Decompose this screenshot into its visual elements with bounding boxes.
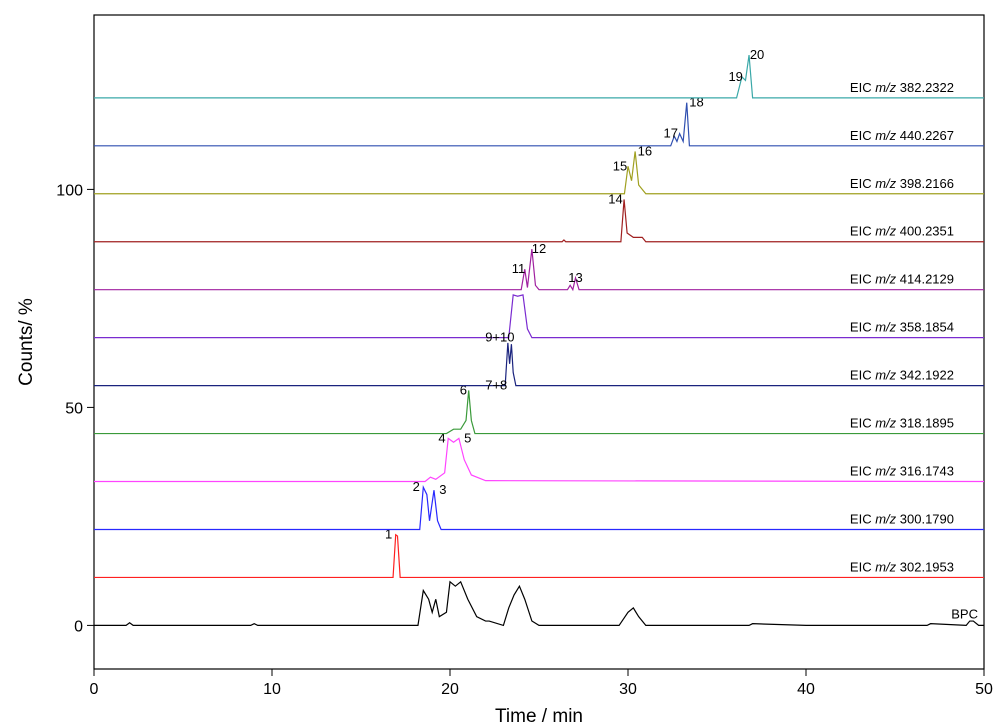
peak-label: 19 <box>728 69 742 84</box>
peak-label: 5 <box>464 430 471 445</box>
trace-label: BPC <box>951 606 978 621</box>
peak-label: 1 <box>385 527 392 542</box>
y-tick-label: 0 <box>74 618 83 635</box>
peak-label: 15 <box>613 158 627 173</box>
x-tick-label: 50 <box>975 681 993 698</box>
trace <box>94 484 984 531</box>
trace-label: EIC m/z 358.1854 <box>850 320 954 335</box>
trace-label: EIC m/z 400.2351 <box>850 224 954 239</box>
peak-label: 20 <box>750 47 764 62</box>
trace <box>94 151 984 195</box>
peak-label: 7+8 <box>485 378 507 393</box>
x-axis-label: Time / min <box>495 706 583 727</box>
trace-label: EIC m/z 414.2129 <box>850 272 954 287</box>
peak-label: 4 <box>438 430 445 445</box>
trace <box>94 102 984 147</box>
trace <box>94 390 984 435</box>
peak-label: 9+10 <box>485 330 514 345</box>
trace-label: EIC m/z 318.1895 <box>850 416 954 431</box>
x-tick-label: 20 <box>441 681 459 698</box>
trace-label: EIC m/z 316.1743 <box>850 464 954 479</box>
x-tick-label: 40 <box>797 681 815 698</box>
trace <box>94 55 984 99</box>
peak-label: 13 <box>568 270 582 285</box>
trace <box>94 580 984 627</box>
trace <box>94 199 984 243</box>
x-tick-label: 30 <box>619 681 637 698</box>
peak-label: 18 <box>689 95 703 110</box>
y-tick-label: 50 <box>65 400 83 417</box>
y-tick-label: 100 <box>56 182 83 199</box>
trace <box>94 437 985 483</box>
trace-label: EIC m/z 382.2322 <box>850 80 954 95</box>
trace-label: EIC m/z 342.1922 <box>850 368 954 383</box>
trace <box>94 294 984 339</box>
x-tick-label: 10 <box>263 681 281 698</box>
y-axis-label: Counts/ % <box>16 298 37 386</box>
peak-label: 16 <box>638 143 652 158</box>
peak-label: 17 <box>663 126 677 141</box>
peak-label: 2 <box>413 479 420 494</box>
peak-label: 11 <box>512 261 526 276</box>
peak-label: 14 <box>608 191 622 206</box>
peak-label: 12 <box>532 241 546 256</box>
trace-label: EIC m/z 398.2166 <box>850 176 954 191</box>
x-tick-label: 0 <box>90 681 99 698</box>
trace-label: EIC m/z 302.1953 <box>850 559 954 574</box>
peak-label: 3 <box>439 482 446 497</box>
trace <box>94 249 984 292</box>
peak-label: 6 <box>460 382 467 397</box>
trace <box>94 342 984 387</box>
plot-frame <box>93 14 985 670</box>
trace-label: EIC m/z 440.2267 <box>850 128 954 143</box>
trace-label: EIC m/z 300.1790 <box>850 511 954 526</box>
trace <box>94 533 984 579</box>
